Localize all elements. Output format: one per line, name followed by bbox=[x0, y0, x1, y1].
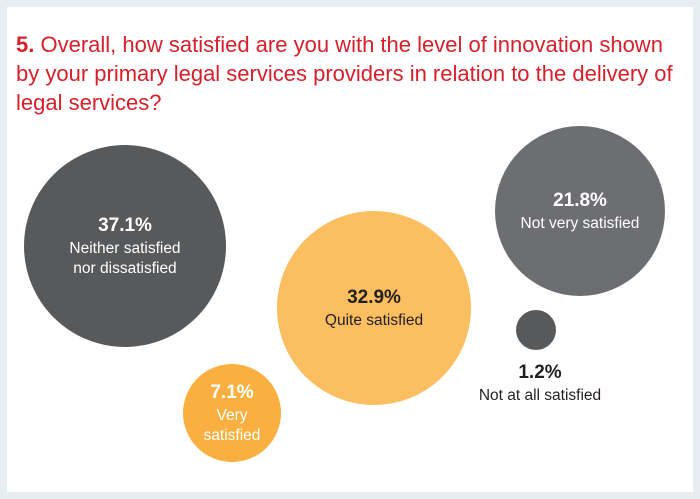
category-label-quite-satisfied-1: Quite satisfied bbox=[325, 312, 423, 329]
value-label-quite-satisfied: 32.9% bbox=[347, 287, 401, 308]
value-label-not-very-satisfied: 21.8% bbox=[553, 190, 607, 211]
category-label-not-at-all-satisfied-1: Not at all satisfied bbox=[479, 387, 601, 404]
chart-title: 5. Overall, how satisfied are you with t… bbox=[16, 30, 676, 117]
bubble-quite-satisfied bbox=[277, 211, 471, 405]
value-label-not-at-all-satisfied: 1.2% bbox=[518, 362, 561, 383]
bubble-not-at-all-satisfied bbox=[516, 310, 556, 350]
category-label-very-satisfied-2: satisfied bbox=[204, 427, 261, 444]
category-label-very-satisfied-1: Very bbox=[216, 407, 247, 424]
category-label-neither-satisfied-nor-dissatisfied-2: nor dissatisfied bbox=[73, 260, 176, 277]
bubble-not-very-satisfied bbox=[495, 126, 665, 296]
question-text: Overall, how satisfied are you with the … bbox=[16, 32, 673, 115]
category-label-not-very-satisfied-1: Not very satisfied bbox=[521, 215, 640, 232]
bubble-very-satisfied bbox=[183, 364, 281, 462]
category-label-neither-satisfied-nor-dissatisfied-1: Neither satisfied bbox=[69, 240, 180, 257]
value-label-neither-satisfied-nor-dissatisfied: 37.1% bbox=[98, 215, 152, 236]
value-label-very-satisfied: 7.1% bbox=[210, 382, 253, 403]
bubble-neither-satisfied-nor-dissatisfied bbox=[24, 145, 226, 347]
question-number: 5. bbox=[16, 32, 35, 57]
